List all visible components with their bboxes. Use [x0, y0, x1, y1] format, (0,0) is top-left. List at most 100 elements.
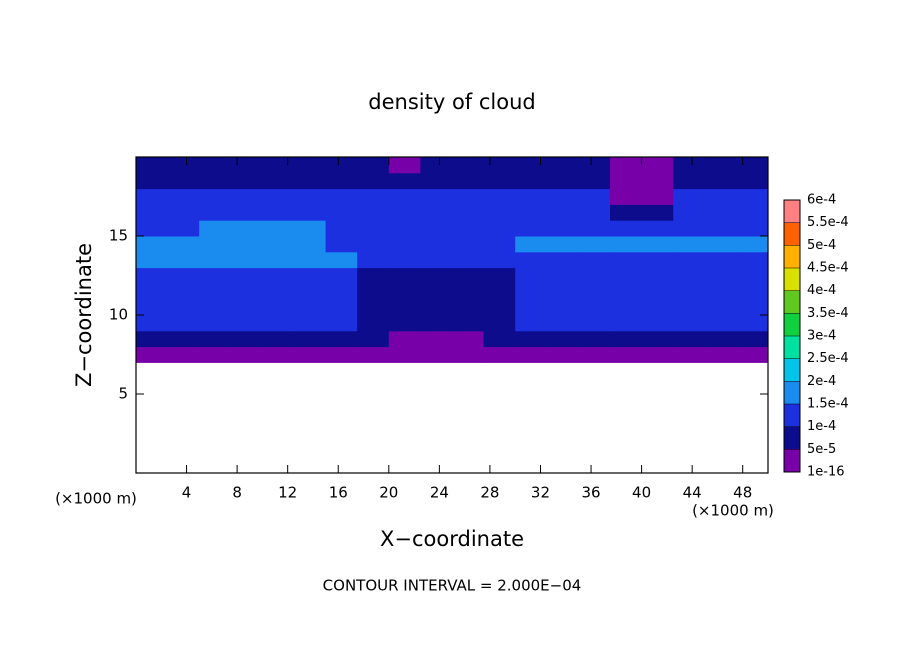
- field-cell: [388, 315, 421, 332]
- field-cell: [452, 330, 485, 348]
- field-cell: [452, 315, 485, 332]
- field-cell: [388, 283, 421, 300]
- field-cell: [420, 283, 453, 300]
- field-cell: [452, 157, 485, 174]
- field-cell: [546, 172, 579, 190]
- field-cell: [673, 204, 706, 221]
- field-cell: [262, 299, 295, 316]
- field-cell: [199, 283, 232, 300]
- field-cell: [515, 236, 548, 253]
- field-cell: [357, 236, 390, 253]
- field-cell: [136, 172, 169, 190]
- field-cell: [673, 299, 706, 316]
- field-cell: [641, 251, 674, 269]
- field-cell: [230, 346, 263, 363]
- colorbar-label: 4e-4: [807, 283, 836, 298]
- field-cell: [167, 204, 200, 221]
- field-cell: [641, 299, 674, 316]
- field-cell: [515, 330, 548, 348]
- field-cell: [136, 267, 169, 284]
- field-cell: [673, 188, 706, 205]
- field-cell: [167, 251, 200, 269]
- field-cell: [199, 251, 232, 269]
- field-cell: [736, 251, 769, 269]
- field-cell: [736, 220, 769, 237]
- colorbar-label: 3e-4: [807, 329, 836, 344]
- field-cell: [230, 236, 263, 253]
- field-cell: [641, 157, 674, 174]
- field-cell: [199, 172, 232, 190]
- field-cell: [673, 220, 706, 237]
- field-cell: [704, 299, 737, 316]
- field-cell: [578, 330, 611, 348]
- field-cell: [736, 283, 769, 300]
- field-cell: [736, 267, 769, 284]
- y-tick-label: 10: [109, 306, 128, 324]
- field-cell: [483, 330, 516, 348]
- field-cell: [452, 220, 485, 237]
- field-cell: [388, 251, 421, 269]
- field-cell: [483, 172, 516, 190]
- field-cell: [325, 251, 358, 269]
- colorbar-label: 2.5e-4: [807, 351, 849, 366]
- field-cell: [546, 188, 579, 205]
- field-cell: [136, 346, 169, 363]
- field-cell: [199, 346, 232, 363]
- field-cell: [230, 267, 263, 284]
- field-cell: [230, 283, 263, 300]
- field-cell: [167, 267, 200, 284]
- colorbar-cell: [784, 313, 800, 336]
- field-cell: [325, 283, 358, 300]
- field-cell: [167, 220, 200, 237]
- field-cell: [641, 315, 674, 332]
- field-cell: [704, 204, 737, 221]
- colorbar-label: 5.5e-4: [807, 215, 849, 230]
- field-cell: [262, 204, 295, 221]
- field-cell: [230, 172, 263, 190]
- field-cell: [136, 204, 169, 221]
- field-cell: [420, 251, 453, 269]
- field-cell: [483, 251, 516, 269]
- field-cell: [641, 236, 674, 253]
- x-tick-label: 8: [232, 484, 242, 502]
- field-cell: [199, 330, 232, 348]
- field-cell: [452, 267, 485, 284]
- field-cell: [357, 204, 390, 221]
- field-cell: [420, 204, 453, 221]
- field-cell: [199, 236, 232, 253]
- field-cell: [167, 299, 200, 316]
- field-cell: [199, 157, 232, 174]
- field-cell: [736, 204, 769, 221]
- field-cell: [673, 267, 706, 284]
- field-cell: [704, 267, 737, 284]
- field-cell: [452, 283, 485, 300]
- field-cell: [515, 267, 548, 284]
- field-cell: [136, 315, 169, 332]
- field-cell: [388, 346, 421, 363]
- field-cell: [673, 346, 706, 363]
- field-cell: [736, 330, 769, 348]
- x-tick-label: 32: [531, 484, 550, 502]
- field-cell: [610, 204, 643, 221]
- field-cell: [610, 220, 643, 237]
- field-cell: [610, 283, 643, 300]
- field-cell: [357, 346, 390, 363]
- field-cell: [546, 283, 579, 300]
- field-cell: [483, 220, 516, 237]
- field-cell: [294, 236, 327, 253]
- field-cell: [325, 220, 358, 237]
- field-cell: [452, 251, 485, 269]
- x-tick-label: 12: [278, 484, 297, 502]
- colorbar-cell: [784, 268, 800, 291]
- field-cell: [199, 220, 232, 237]
- footnote: CONTOUR INTERVAL = 2.000E−04: [323, 577, 582, 595]
- field-cell: [610, 236, 643, 253]
- x-tick-label: 40: [632, 484, 651, 502]
- field-cell: [262, 251, 295, 269]
- field-cell: [388, 299, 421, 316]
- field-cell: [736, 299, 769, 316]
- field-cell: [704, 283, 737, 300]
- colorbar-cell: [784, 449, 800, 472]
- field-cell: [578, 220, 611, 237]
